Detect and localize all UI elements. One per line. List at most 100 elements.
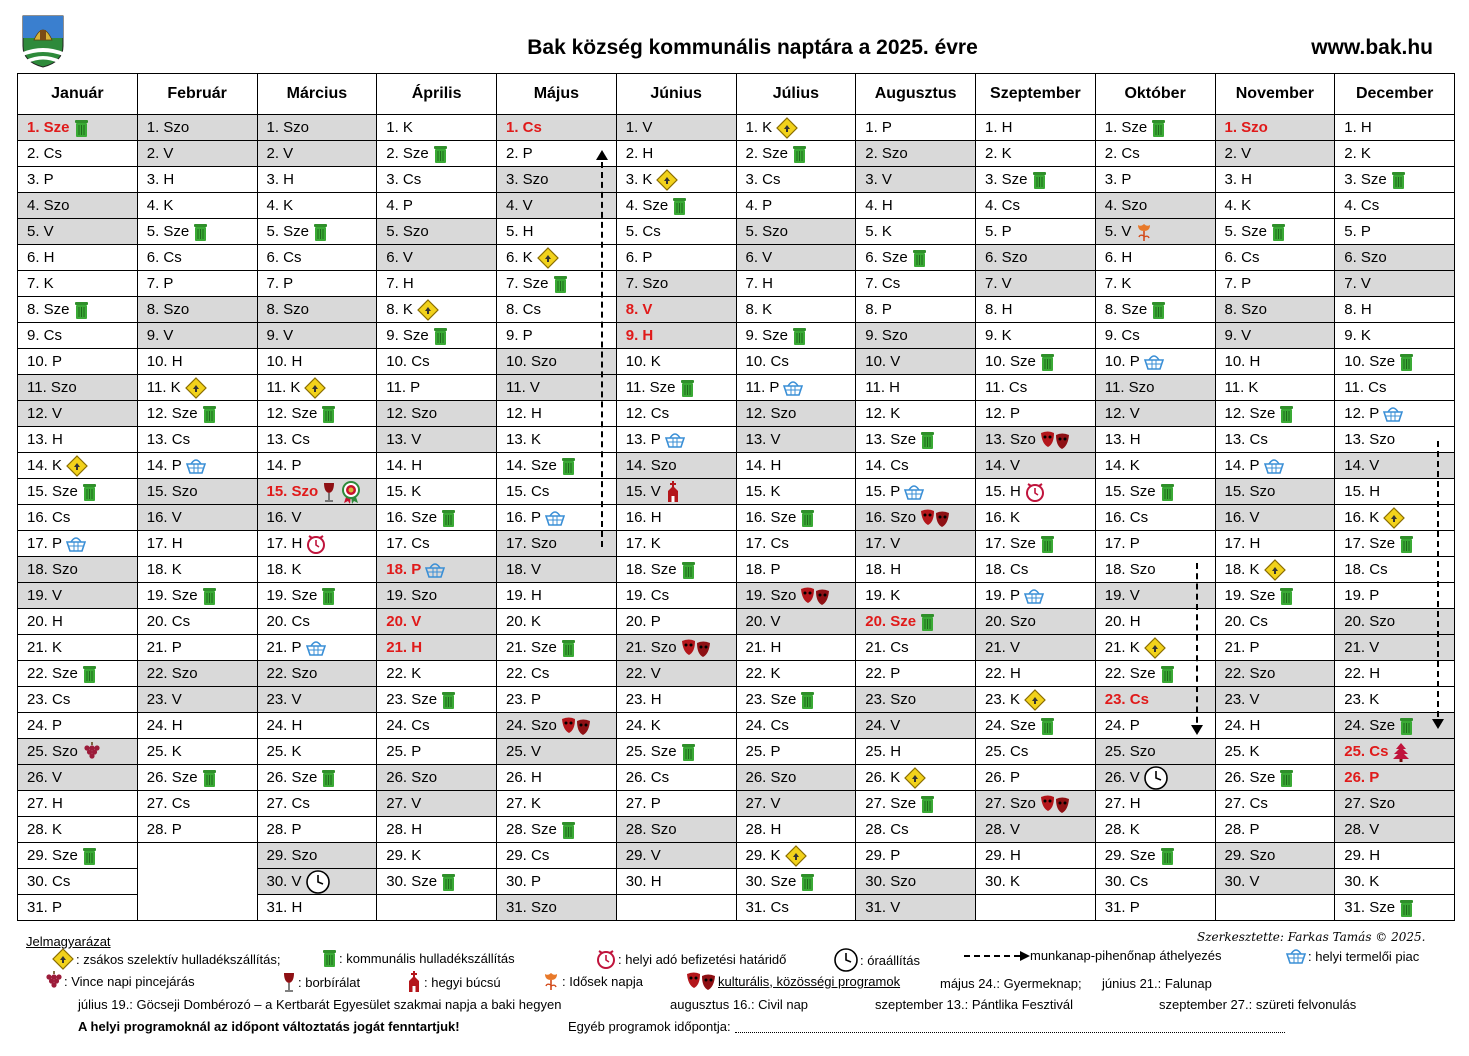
day-cell: 3. V	[855, 166, 976, 193]
day-label: 7. P	[266, 275, 294, 293]
day-label: 3. V	[865, 171, 892, 189]
day-label: 10. H	[146, 353, 183, 371]
day-cell: 5. Sze	[1214, 218, 1336, 245]
day-cell: 10. Sze	[1334, 348, 1455, 375]
bag-icon	[66, 454, 88, 477]
day-label: 7. P	[1224, 275, 1252, 293]
day-label: 20. Sze	[865, 613, 917, 630]
day-cell: 15. H	[975, 478, 1096, 505]
day-cell: 29. K	[376, 842, 497, 869]
day-cell: 31. V	[855, 894, 976, 921]
day-label: 14. V	[985, 457, 1021, 475]
day-cell: 23. K	[975, 686, 1096, 713]
day-cell: 23. V	[1214, 686, 1336, 713]
day-label: 11. P	[386, 379, 421, 397]
day-cell: 25. Sze	[615, 738, 737, 765]
day-cell: 13. V	[376, 426, 497, 453]
day-cell: 8. Sze	[1094, 296, 1216, 323]
basket-icon	[1143, 354, 1164, 370]
day-cell: 11. Szo	[17, 374, 138, 401]
day-cell: 4. K	[256, 192, 378, 219]
day-label: 26. Cs	[625, 769, 670, 787]
legend-church: : hegyi búcsú	[406, 971, 501, 993]
day-cell: 6. Szo	[1334, 244, 1455, 271]
day-label: 10. H	[266, 353, 303, 371]
day-cell: 3. P	[17, 166, 138, 193]
day-label: 16. K	[985, 509, 1021, 527]
christmas-tree-icon	[1392, 742, 1410, 762]
day-cell: 28. Sze	[496, 816, 617, 843]
day-label: 1. K	[745, 119, 773, 136]
bin-icon	[441, 508, 456, 528]
day-label: 23. H	[625, 691, 662, 709]
day-label: 27. Cs	[266, 795, 310, 813]
bin-icon	[202, 404, 217, 424]
table-row: 5. V 5. Sze 5. Sze 5. Szo 5. H 5. Cs 5. Szo 5. …	[17, 218, 1455, 245]
day-label: 10. Sze	[985, 353, 1036, 370]
table-row: 3. P 3. H 3. H 3. Cs 3. Szo 3. K 3. Cs 3. V 3. S…	[17, 166, 1455, 193]
day-label: 21. Szo	[625, 639, 677, 656]
basket-icon	[1286, 948, 1306, 964]
day-cell: 7. V	[975, 270, 1096, 297]
day-cell: 25. P	[735, 738, 857, 765]
day-label: 27. P	[625, 795, 661, 813]
day-label: 17. Sze	[985, 535, 1036, 552]
day-label: 25. Szo	[27, 743, 78, 760]
day-label: 27. K	[506, 795, 542, 813]
day-label: 21. K	[27, 639, 63, 657]
day-label: 9. Cs	[1104, 327, 1140, 345]
day-label: 2. Cs	[1104, 145, 1140, 163]
day-label: 4. P	[745, 197, 773, 215]
day-label: 18. P	[745, 561, 781, 579]
bag-icon	[52, 948, 74, 970]
day-cell: 20. P	[615, 608, 737, 635]
day-cell: 15. Sze	[1094, 478, 1216, 505]
day-cell: 31. H	[256, 894, 378, 921]
day-cell: 20. Szo	[975, 608, 1096, 635]
day-cell: 26. H	[496, 764, 617, 791]
day-cell: 21. Sze	[496, 634, 617, 661]
table-row: 28. K 28. P 28. P 28. H 28. Sze 28. Szo 28. H 2…	[17, 816, 1455, 843]
day-label: 18. P	[386, 561, 422, 579]
day-cell: 18. Szo	[17, 556, 138, 583]
day-cell: 14. K	[1094, 452, 1216, 479]
day-cell: 10. Cs	[376, 348, 497, 375]
day-label: 26. Szo	[386, 769, 438, 787]
day-label: 30. V	[266, 873, 302, 890]
day-label: 25. Szo	[1104, 743, 1156, 761]
day-cell: 9. V	[136, 322, 258, 349]
day-label: 4. Szo	[1104, 197, 1148, 215]
day-label: 28. K	[1104, 821, 1140, 839]
day-label: 6. H	[27, 249, 55, 267]
day-cell: 12. Szo	[376, 400, 497, 427]
day-label: 25. H	[865, 743, 902, 761]
day-label: 12. Szo	[745, 405, 797, 423]
day-cell: 28. Szo	[615, 816, 737, 843]
day-label: 27. Cs	[1224, 795, 1268, 813]
day-label: 2. Sze	[745, 145, 789, 162]
other-programs-line	[734, 1020, 1285, 1033]
bin-icon	[792, 326, 807, 346]
day-label: 11. H	[865, 379, 900, 397]
day-cell: 10. Szo	[496, 348, 617, 375]
day-label: 23. V	[1224, 691, 1260, 709]
day-label: 29. Szo	[266, 847, 318, 865]
day-label: 10. H	[1224, 353, 1261, 371]
day-label: 8. V	[625, 301, 653, 319]
day-cell: 11. V	[496, 374, 617, 401]
day-label: 4. Szo	[27, 197, 70, 215]
day-label: 12. Sze	[146, 405, 198, 422]
day-label: 11. Sze	[625, 379, 676, 396]
day-label: 18. Szo	[1104, 561, 1156, 579]
day-label: 20. Cs	[146, 613, 191, 631]
day-label: 27. V	[745, 795, 781, 813]
day-cell: 7. Sze	[496, 270, 617, 297]
day-label: 30. P	[506, 873, 542, 891]
day-label: 14. P	[1224, 457, 1260, 475]
bag-icon	[184, 376, 207, 399]
day-cell: 7. P	[136, 270, 258, 297]
bin-icon	[800, 690, 815, 710]
day-label: 31. Cs	[745, 899, 789, 917]
day-label: 2. Sze	[386, 145, 429, 162]
table-row: 24. P 24. H 24. H 24. Cs 24. Szo 24. K 24. Cs 2…	[17, 712, 1455, 739]
